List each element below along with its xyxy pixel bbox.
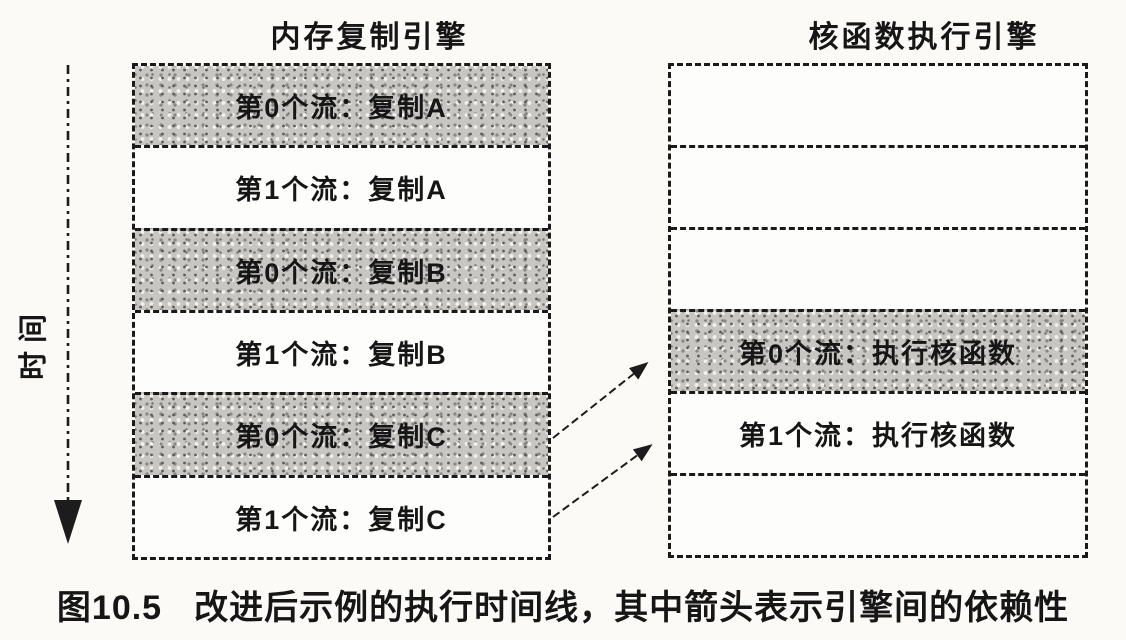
engine-1-row-3: 第0个流：执行核函数	[671, 309, 1085, 391]
row-label: 第1个流：复制A	[235, 175, 448, 206]
engine-0-row-5: 第1个流：复制C	[135, 474, 548, 557]
kernel-engine-title: 核函数执行引擎	[808, 21, 1040, 54]
row-label: 第0个流：复制A	[235, 93, 448, 124]
kernel-engine-box: 第0个流：执行核函数 第1个流：执行核函数	[668, 63, 1088, 558]
row-label: 第1个流：复制C	[235, 504, 448, 535]
row-label: 第0个流：复制B	[235, 257, 448, 288]
engine-0-row-0: 第0个流：复制A	[135, 66, 548, 146]
dependency-arrow-stream1	[552, 444, 653, 518]
row-label: 第0个流：复制C	[235, 422, 448, 453]
memory-engine-title: 内存复制引擎	[270, 21, 469, 54]
row-label: 第0个流：执行核函数	[738, 339, 1018, 369]
engine-1-row-1	[671, 145, 1085, 227]
figure-number: 图10.5	[56, 589, 163, 627]
engine-1-row-0	[671, 66, 1085, 145]
engine-1-row-4: 第1个流：执行核函数	[671, 391, 1085, 473]
engine-0-row-3: 第1个流：复制B	[135, 309, 548, 392]
engine-1-row-2	[671, 227, 1085, 309]
engine-0-row-1: 第1个流：复制A	[135, 145, 548, 227]
figure-caption: 图10.5 改进后示例的执行时间线，其中箭头表示引擎间的依赖性	[0, 580, 1126, 629]
engine-0-row-2: 第0个流：复制B	[135, 227, 548, 310]
row-label: 第1个流：复制B	[235, 340, 448, 371]
row-label: 第1个流：执行核函数	[738, 421, 1018, 451]
engine-0-row-4: 第0个流：复制C	[135, 392, 548, 475]
time-axis-label: 时间	[18, 306, 50, 381]
time-axis-arrow	[54, 65, 82, 544]
caption-text: 改进后示例的执行时间线，其中箭头表示引擎间的依赖性	[194, 589, 1070, 627]
dependency-arrow-stream0	[552, 362, 649, 439]
engine-1-row-5	[671, 473, 1085, 555]
memory-engine-box: 第0个流：复制A 第1个流：复制A 第0个流：复制B 第1个流：复制B 第0个流：复制C…	[132, 63, 551, 560]
